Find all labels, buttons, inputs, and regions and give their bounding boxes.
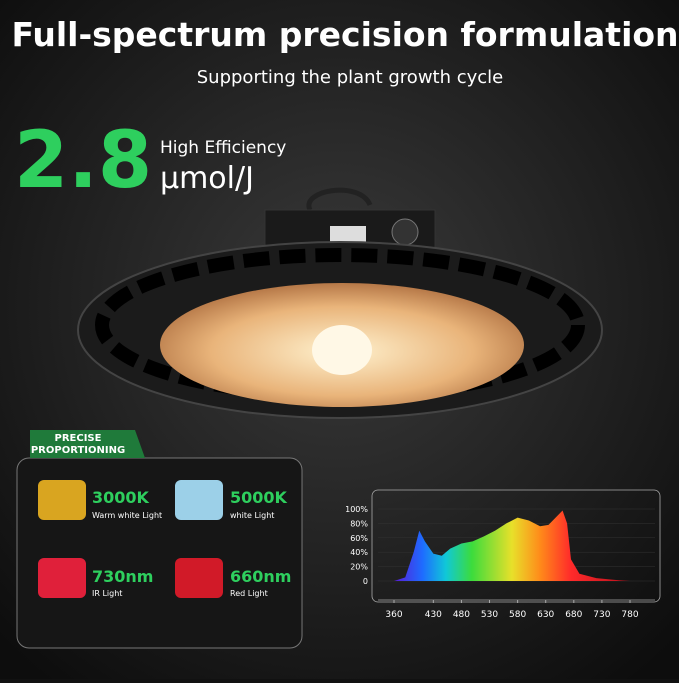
item-label: IR Light: [92, 589, 122, 598]
item-title: 660nm: [230, 567, 291, 586]
y-tick-label: 100%: [345, 505, 368, 514]
chart-frame: [371, 489, 661, 603]
badge-line: PROPORTIONING: [31, 445, 125, 456]
efficiency-label: High Efficiency: [160, 138, 286, 158]
title: Full-spectrum precision formulation: [11, 15, 678, 54]
x-tick-label: 360: [385, 610, 402, 620]
x-tick-label: 680: [565, 610, 582, 620]
lamp: [77, 187, 603, 419]
y-tick-label: 0: [363, 577, 368, 586]
y-tick-label: 40%: [350, 548, 368, 557]
item-title: 5000K: [230, 488, 288, 507]
item-label: Red Light: [230, 589, 268, 598]
item-title: 730nm: [92, 567, 153, 586]
item-title: 3000K: [92, 488, 150, 507]
x-tick-label: 730: [593, 610, 610, 620]
feature-panel: PRECISE PROPORTIONING 3000K Warm white L…: [16, 430, 303, 649]
efficiency-unit: μmol/J: [160, 161, 254, 196]
item-label: white Light: [230, 511, 274, 520]
spectrum-area: [394, 510, 630, 581]
efficiency-value: 2.8: [14, 116, 152, 206]
y-tick-label: 80%: [350, 519, 368, 528]
spectrum-chart: 0 20% 40% 60% 80% 100% 360 430 480 530 580 630 680 73…: [345, 505, 655, 620]
y-tick-label: 60%: [350, 534, 368, 543]
x-tick-label: 480: [453, 610, 470, 620]
x-tick-label: 630: [537, 610, 554, 620]
x-tick-label: 780: [621, 610, 638, 620]
item-label: Warm white Light: [92, 511, 162, 520]
x-tick-label: 430: [425, 610, 442, 620]
x-tick-label: 530: [481, 610, 498, 620]
badge-line: PRECISE: [55, 433, 102, 444]
y-tick-label: 20%: [350, 563, 368, 572]
x-tick-label: 580: [509, 610, 526, 620]
subtitle: Supporting the plant growth cycle: [197, 67, 504, 88]
